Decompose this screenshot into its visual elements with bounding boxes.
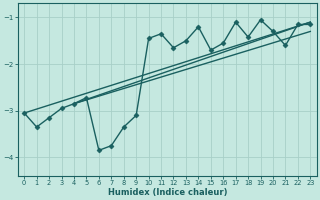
- X-axis label: Humidex (Indice chaleur): Humidex (Indice chaleur): [108, 188, 227, 197]
